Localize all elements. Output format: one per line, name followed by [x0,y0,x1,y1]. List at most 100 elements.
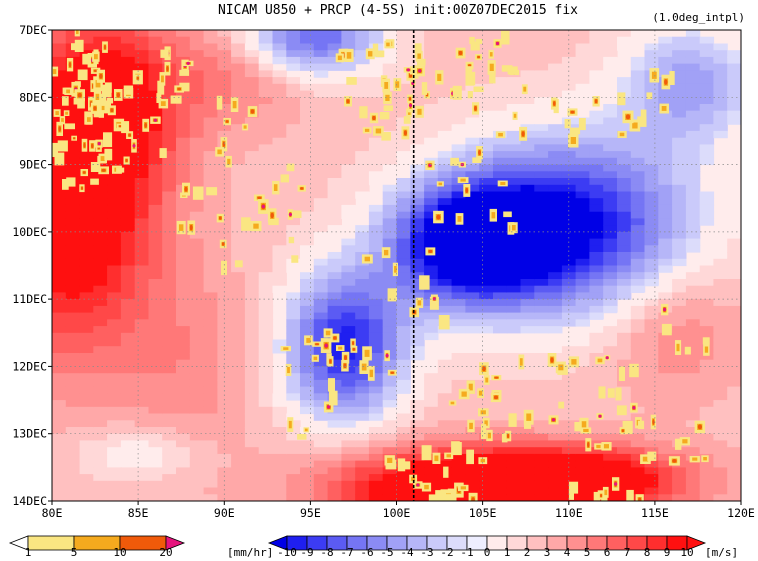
precip-core [553,101,556,106]
precip-core [471,497,475,501]
u850-cell [65,400,81,408]
u850-cell [286,151,301,159]
u850-cell [368,305,384,314]
u850-cell [244,332,260,341]
u850-cell [107,97,122,105]
u850-cell [79,420,94,428]
u850-cell [93,265,108,273]
u850-cell [548,63,563,71]
u850-cell [189,406,205,415]
u850-cell [699,393,715,401]
u850-cell [424,198,439,206]
u850-cell [189,480,205,489]
u850-cell [644,427,659,435]
u850-cell [410,204,425,213]
u850-cell [189,487,205,495]
u850-cell [327,104,342,112]
u850-cell [396,245,411,253]
u850-cell [727,447,741,455]
u850-cell [672,144,687,152]
u850-cell [672,225,687,233]
u850-cell [313,285,329,293]
u850-cell [286,265,301,273]
u850-cell [93,359,108,367]
u850-cell [465,487,480,495]
precip-peak [428,163,432,167]
u850-cell [741,192,755,199]
u850-cell [189,453,205,462]
u850-cell [630,393,646,401]
u850-cell [396,353,411,361]
u850-cell [493,97,508,105]
u850-cell [300,77,315,85]
u850-cell [65,346,81,354]
u850-cell [148,406,163,415]
u850-cell [506,178,522,186]
u850-cell [203,245,218,253]
u850-cell [589,272,604,280]
u850-cell [465,467,480,475]
u850-cell [120,326,136,334]
u850-cell [52,90,67,98]
u850-cell [368,30,384,38]
u850-cell [272,211,287,219]
u850-cell [231,171,246,179]
u850-cell [355,30,370,38]
u850-cell [617,184,632,193]
u850-cell [437,245,453,253]
u850-cell [672,501,686,508]
u850-cell [203,110,218,118]
u850-cell [244,211,260,219]
u850-cell [134,480,150,489]
u850-cell [258,400,274,408]
u850-cell [603,238,618,246]
u850-cell [465,198,480,206]
u850-cell [410,420,425,428]
u850-cell [727,494,741,501]
u850-cell [148,373,163,381]
precip-cell [470,41,480,51]
colorbar-label: 10 [680,546,693,559]
u850-cell [244,70,260,78]
u850-cell [258,104,274,112]
u850-cell [52,440,67,448]
u850-cell [603,178,618,186]
u850-cell [479,151,494,159]
u850-cell [534,36,549,44]
u850-cell [534,77,549,85]
u850-cell [231,285,246,293]
u850-cell [644,480,659,489]
u850-cell [52,373,67,381]
precip-core [93,69,98,73]
u850-cell [300,83,315,92]
precip-core [428,249,433,253]
precip-cell [369,369,373,378]
u850-cell [520,400,535,408]
u850-cell [672,63,687,71]
u850-cell [134,413,150,421]
u850-cell [176,353,191,361]
u850-cell [534,272,549,280]
u850-cell [134,285,150,293]
u850-cell [313,191,329,199]
u850-cell [341,326,356,334]
u850-cell [93,480,108,489]
u850-cell [493,252,508,260]
u850-cell [520,366,535,374]
u850-cell [203,292,218,300]
u850-cell [65,299,81,307]
u850-cell [120,467,136,475]
u850-cell [368,137,384,145]
u850-cell [630,447,646,455]
u850-cell [520,157,535,166]
u850-cell [644,231,659,240]
precip-core [594,99,598,104]
u850-cell [506,198,522,206]
u850-cell [231,447,246,455]
u850-cell [65,467,81,475]
u850-cell [231,90,246,98]
precip-core [352,347,356,351]
u850-cell [727,157,741,166]
u850-cell [727,413,741,421]
u850-cell [341,406,356,415]
